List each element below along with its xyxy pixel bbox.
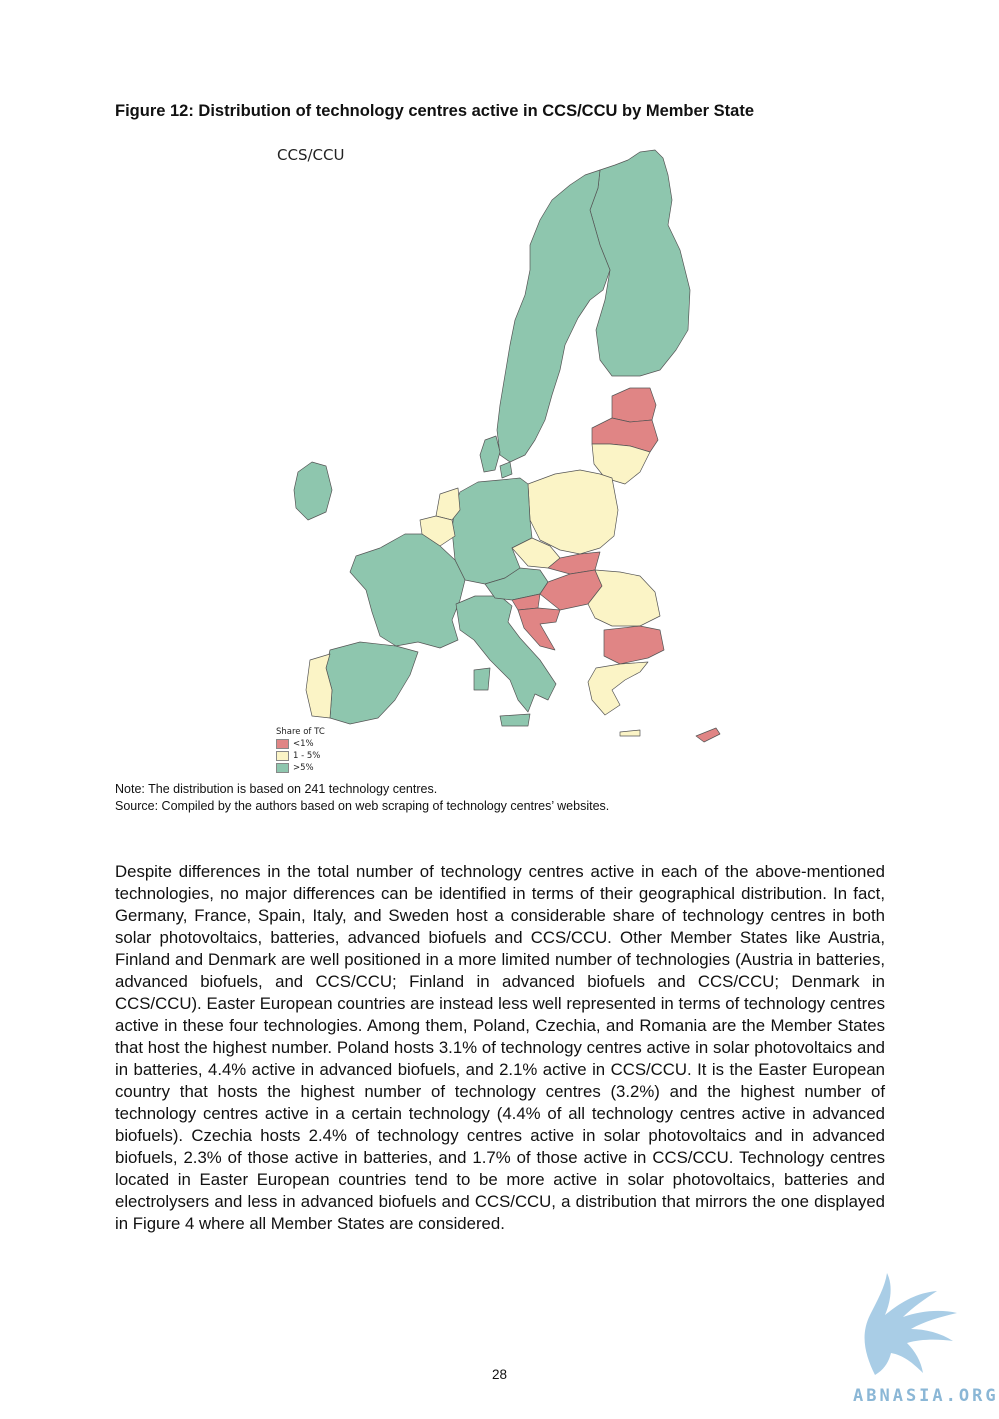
body-paragraph: Despite differences in the total number … <box>115 862 885 1233</box>
country-ireland <box>293 461 333 521</box>
country-italy <box>455 595 557 727</box>
eu-map <box>293 149 721 743</box>
country-estonia <box>611 387 657 423</box>
country-poland <box>527 469 619 555</box>
legend-item-mid: 1 - 5% <box>276 750 325 762</box>
country-germany <box>451 477 533 585</box>
legend-item-high: >5% <box>276 762 325 774</box>
country-spain <box>325 641 419 725</box>
country-bulgaria <box>603 625 665 665</box>
country-croatia <box>517 607 561 651</box>
watermark-text: ABNASIA.ORG <box>853 1386 999 1406</box>
legend-swatch-mid <box>276 751 289 761</box>
figure-note: Note: The distribution is based on 241 t… <box>115 782 438 796</box>
page-number: 28 <box>491 1367 508 1382</box>
map-title: CCS/CCU <box>277 146 345 164</box>
figure-notes: Note: The distribution is based on 241 t… <box>115 781 609 815</box>
country-portugal <box>305 653 333 719</box>
figure-title: Figure 12: Distribution of technology ce… <box>115 102 755 120</box>
map-legend: Share of TC <1% 1 - 5% >5% <box>276 726 325 774</box>
country-cyprus <box>695 727 721 743</box>
country-lithuania <box>591 443 651 485</box>
legend-swatch-low <box>276 739 289 749</box>
country-denmark <box>479 435 513 479</box>
legend-label-high: >5% <box>293 763 314 773</box>
griffin-logo-icon <box>864 1273 957 1375</box>
legend-item-low: <1% <box>276 738 325 750</box>
legend-swatch-high <box>276 763 289 773</box>
country-romania <box>587 569 661 627</box>
country-greece <box>587 661 649 737</box>
country-france <box>349 533 466 649</box>
legend-label-mid: 1 - 5% <box>293 751 321 761</box>
legend-label-low: <1% <box>293 739 314 749</box>
country-netherlands <box>435 487 461 521</box>
figure-source: Source: Compiled by the authors based on… <box>115 799 610 813</box>
legend-title: Share of TC <box>276 727 325 737</box>
